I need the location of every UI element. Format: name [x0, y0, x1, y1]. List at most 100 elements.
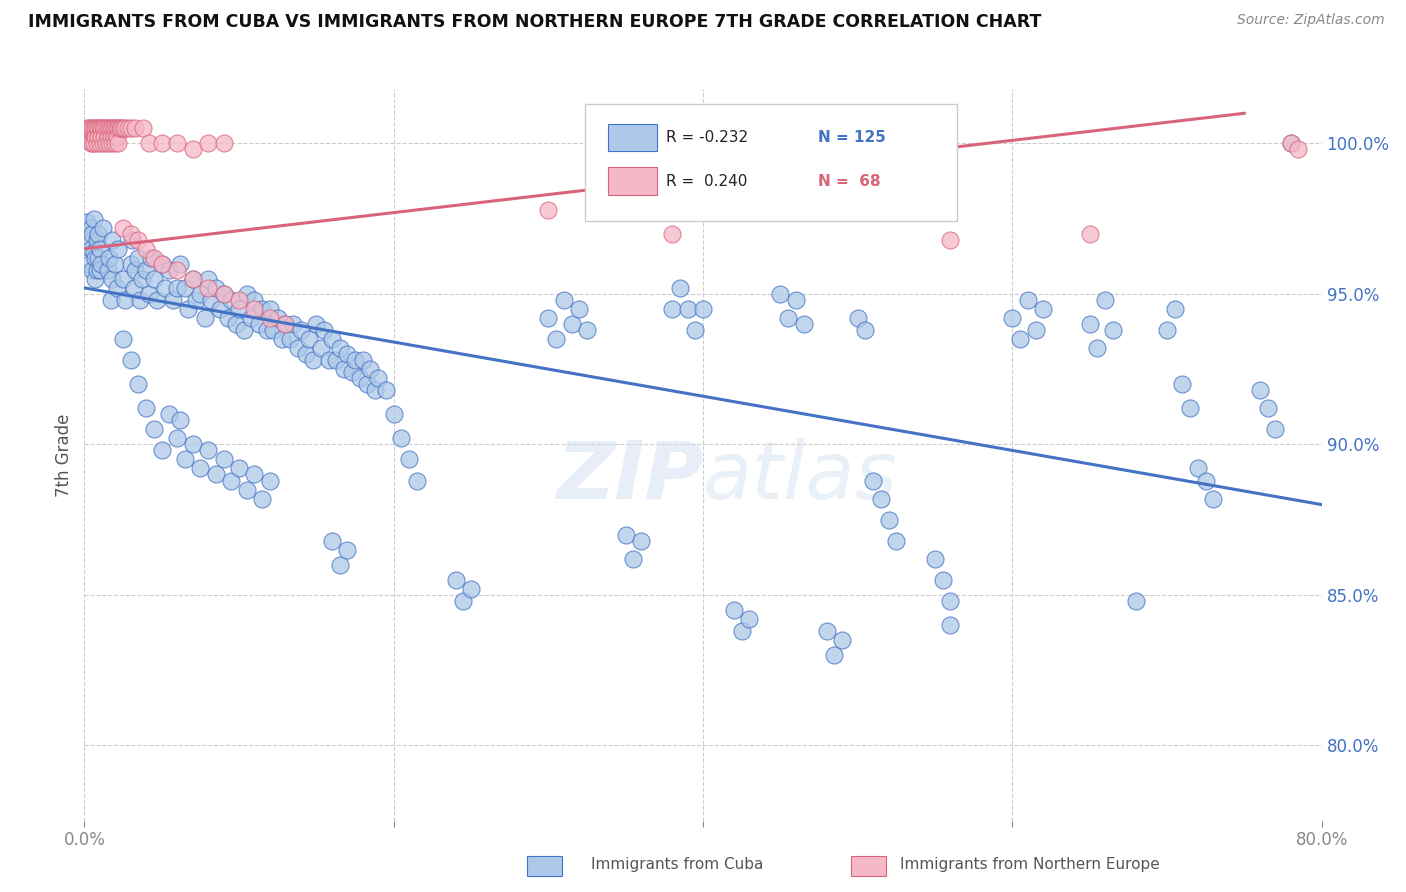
FancyBboxPatch shape	[607, 168, 657, 195]
Point	[329, 558, 352, 572]
Point	[150, 257, 173, 271]
Point	[924, 551, 946, 566]
Point	[1279, 136, 1302, 151]
Point	[169, 413, 191, 427]
Point	[391, 431, 413, 445]
Text: R = -0.232: R = -0.232	[666, 130, 748, 145]
Point	[623, 551, 645, 566]
Point	[1202, 491, 1225, 506]
Point	[1025, 323, 1047, 337]
Point	[846, 310, 869, 325]
Text: atlas: atlas	[703, 438, 898, 516]
Point	[181, 272, 204, 286]
Point	[105, 121, 128, 136]
Point	[1279, 136, 1302, 151]
Text: IMMIGRANTS FROM CUBA VS IMMIGRANTS FROM NORTHERN EUROPE 7TH GRADE CORRELATION CH: IMMIGRANTS FROM CUBA VS IMMIGRANTS FROM …	[28, 13, 1042, 31]
Point	[568, 301, 591, 316]
Point	[614, 527, 637, 541]
Point	[112, 272, 135, 286]
Point	[661, 227, 683, 241]
Point	[886, 533, 908, 548]
Point	[197, 281, 219, 295]
Point	[77, 257, 100, 271]
Point	[79, 136, 101, 151]
Point	[340, 365, 363, 379]
Point	[236, 483, 259, 497]
Point	[349, 371, 371, 385]
Point	[128, 233, 150, 247]
Point	[236, 286, 259, 301]
Point	[166, 281, 188, 295]
Point	[1195, 474, 1218, 488]
Point	[356, 377, 378, 392]
Point	[862, 474, 884, 488]
Point	[336, 347, 359, 361]
Point	[89, 242, 111, 256]
Point	[93, 121, 115, 136]
Point	[124, 121, 146, 136]
Point	[120, 121, 142, 136]
Point	[76, 121, 98, 136]
Point	[91, 136, 114, 151]
Point	[153, 281, 176, 295]
Point	[98, 251, 121, 265]
Point	[87, 227, 110, 241]
Point	[90, 130, 112, 145]
Point	[290, 323, 312, 337]
Point	[87, 251, 110, 265]
Point	[561, 317, 583, 331]
Point	[367, 371, 389, 385]
Point	[232, 323, 254, 337]
Point	[205, 281, 228, 295]
Point	[669, 281, 692, 295]
FancyBboxPatch shape	[585, 103, 956, 221]
Point	[89, 121, 111, 136]
Point	[135, 242, 157, 256]
FancyBboxPatch shape	[607, 124, 657, 152]
Point	[82, 227, 104, 241]
Point	[228, 461, 250, 475]
Point	[278, 332, 301, 346]
Point	[79, 121, 101, 136]
Point	[723, 603, 745, 617]
Point	[166, 262, 188, 277]
Point	[252, 301, 274, 316]
Point	[128, 251, 150, 265]
Point	[188, 286, 212, 301]
Point	[86, 121, 108, 136]
Point	[546, 332, 568, 346]
Point	[661, 301, 683, 316]
Point	[97, 121, 120, 136]
Point	[200, 293, 222, 307]
Point	[375, 383, 398, 397]
Point	[181, 142, 204, 156]
Point	[89, 262, 111, 277]
Point	[252, 491, 274, 506]
Point	[778, 310, 800, 325]
Point	[382, 407, 405, 421]
Point	[212, 286, 235, 301]
Point	[243, 301, 266, 316]
Point	[143, 422, 166, 436]
Point	[259, 474, 281, 488]
Point	[1032, 301, 1054, 316]
Point	[302, 353, 325, 368]
Point	[114, 121, 136, 136]
Point	[159, 262, 181, 277]
Point	[120, 353, 142, 368]
Point	[1094, 293, 1116, 307]
Point	[1017, 293, 1039, 307]
Point	[769, 286, 792, 301]
Point	[406, 474, 429, 488]
Point	[100, 130, 122, 145]
Point	[537, 310, 560, 325]
Point	[97, 130, 120, 145]
Point	[824, 648, 846, 662]
Point	[86, 233, 108, 247]
Point	[100, 293, 122, 307]
Point	[221, 474, 243, 488]
Point	[259, 301, 281, 316]
Point	[159, 407, 181, 421]
Point	[256, 323, 278, 337]
Point	[243, 467, 266, 482]
